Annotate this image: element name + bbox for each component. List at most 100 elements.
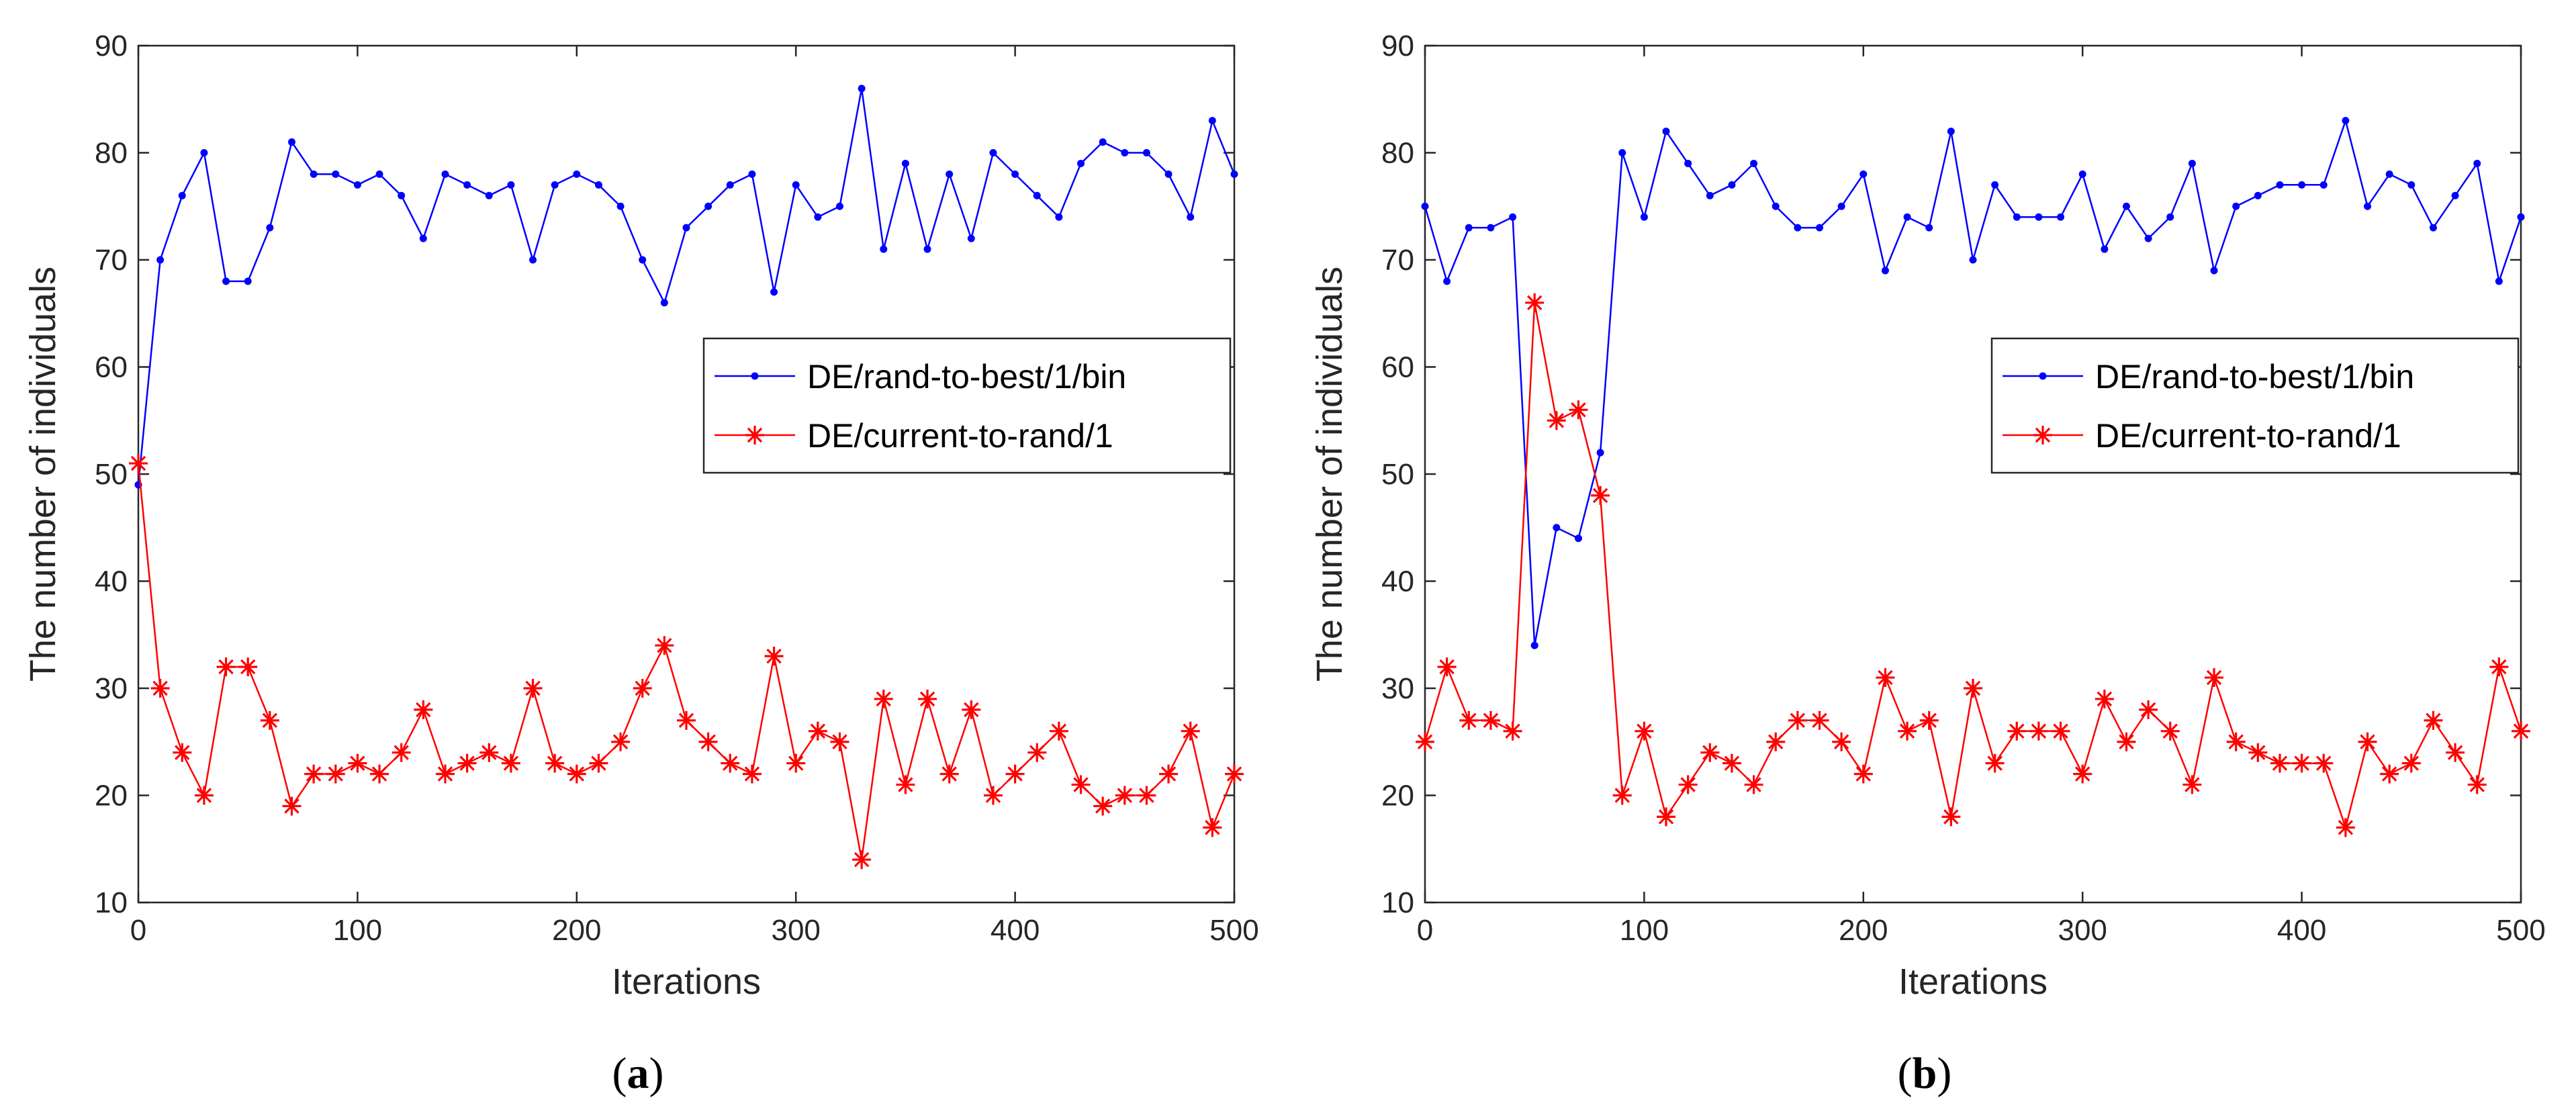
data-point <box>1437 657 1457 677</box>
data-point <box>1947 128 1955 136</box>
data-point <box>896 775 915 794</box>
x-tick-label: 500 <box>2496 914 2545 947</box>
data-point <box>1662 128 1670 136</box>
data-point <box>156 256 165 264</box>
data-point <box>2364 202 2372 210</box>
data-point <box>1859 170 1868 178</box>
y-tick-label: 80 <box>1381 137 1414 170</box>
data-point <box>918 689 937 708</box>
y-tick-label: 70 <box>1381 244 1414 277</box>
data-point <box>173 743 192 762</box>
data-point <box>567 764 586 784</box>
data-point <box>398 191 406 199</box>
data-point <box>2007 721 2027 741</box>
data-point <box>2473 159 2481 167</box>
x-axis-label: Iterations <box>1898 962 2048 1002</box>
caption-letter: a <box>627 1049 649 1098</box>
data-point <box>2407 181 2416 189</box>
data-point <box>2117 732 2136 751</box>
data-point <box>2073 764 2092 784</box>
x-tick-label: 300 <box>2058 914 2107 947</box>
data-point <box>2210 267 2218 275</box>
y-tick-label: 70 <box>95 244 128 277</box>
data-point <box>441 170 449 178</box>
data-point <box>1640 213 1648 221</box>
data-point <box>1596 449 1604 457</box>
x-tick-label: 400 <box>991 914 1040 947</box>
legend-swatch-marker <box>2033 426 2052 445</box>
series-rand-to-best <box>1421 117 2525 649</box>
data-point <box>260 710 279 730</box>
data-point <box>946 170 954 178</box>
data-point <box>639 256 647 264</box>
y-tick-label: 40 <box>95 565 128 598</box>
series-current-to-rand <box>1416 293 2530 837</box>
data-point <box>2254 191 2262 199</box>
data-point <box>1525 293 1545 312</box>
data-point <box>310 170 318 178</box>
y-tick-label: 50 <box>95 458 128 491</box>
data-point <box>1941 807 1961 827</box>
data-point <box>611 732 631 751</box>
data-point <box>332 170 340 178</box>
caption-open: ( <box>612 1049 627 1098</box>
y-tick-label: 40 <box>1381 565 1414 598</box>
caption-close: ) <box>1937 1049 1951 1098</box>
data-point <box>1181 721 1200 741</box>
data-point <box>589 753 608 773</box>
data-point <box>1728 181 1736 189</box>
data-point <box>2078 170 2086 178</box>
data-point <box>770 288 778 296</box>
data-point <box>616 202 625 210</box>
data-point <box>1553 524 1561 532</box>
data-point <box>1898 721 1917 741</box>
data-point <box>2512 721 2530 741</box>
data-point <box>1099 138 1107 146</box>
y-tick-label: 90 <box>1381 30 1414 62</box>
data-point <box>2385 170 2393 178</box>
data-point <box>1203 818 1222 837</box>
data-point <box>216 657 236 677</box>
data-point <box>1115 786 1134 805</box>
data-point <box>655 636 674 655</box>
data-point <box>1969 256 1977 264</box>
data-point <box>1033 191 1041 199</box>
data-point <box>1794 224 1802 232</box>
data-point <box>1569 400 1588 420</box>
data-point <box>1750 159 1758 167</box>
legend: DE/rand-to-best/1/bin DE/current-to-rand/… <box>702 337 1232 474</box>
data-point <box>1459 710 1479 730</box>
data-point <box>1055 213 1063 221</box>
data-point <box>1766 732 1786 751</box>
data-point <box>721 753 740 773</box>
data-point <box>835 202 843 210</box>
data-point <box>2139 700 2158 719</box>
legend-item: DE/current-to-rand/1 <box>715 417 1113 455</box>
data-point <box>1530 641 1538 649</box>
data-point <box>1509 213 1517 221</box>
data-point <box>1722 753 1741 773</box>
data-point <box>2429 224 2437 232</box>
data-point <box>2424 710 2443 730</box>
legend-label: DE/current-to-rand/1 <box>2095 417 2401 455</box>
y-axis-label: The number of individuals <box>23 267 63 682</box>
x-tick-label: 500 <box>1209 914 1258 947</box>
y-tick-label: 20 <box>95 780 128 813</box>
data-point <box>1657 807 1676 827</box>
data-point <box>353 181 361 189</box>
series-rand-to-best <box>134 85 1238 489</box>
data-point <box>2298 181 2306 189</box>
data-point <box>200 149 208 156</box>
data-point <box>419 234 427 242</box>
data-point <box>238 657 258 677</box>
data-point <box>1481 710 1500 730</box>
data-point <box>1853 764 1873 784</box>
legend-box <box>702 337 1232 474</box>
data-point <box>901 159 909 167</box>
data-point <box>726 181 734 189</box>
data-point <box>1027 743 1047 762</box>
data-point <box>2451 191 2459 199</box>
data-point <box>1985 753 2005 773</box>
data-point <box>287 138 295 146</box>
data-point <box>1837 202 1845 210</box>
